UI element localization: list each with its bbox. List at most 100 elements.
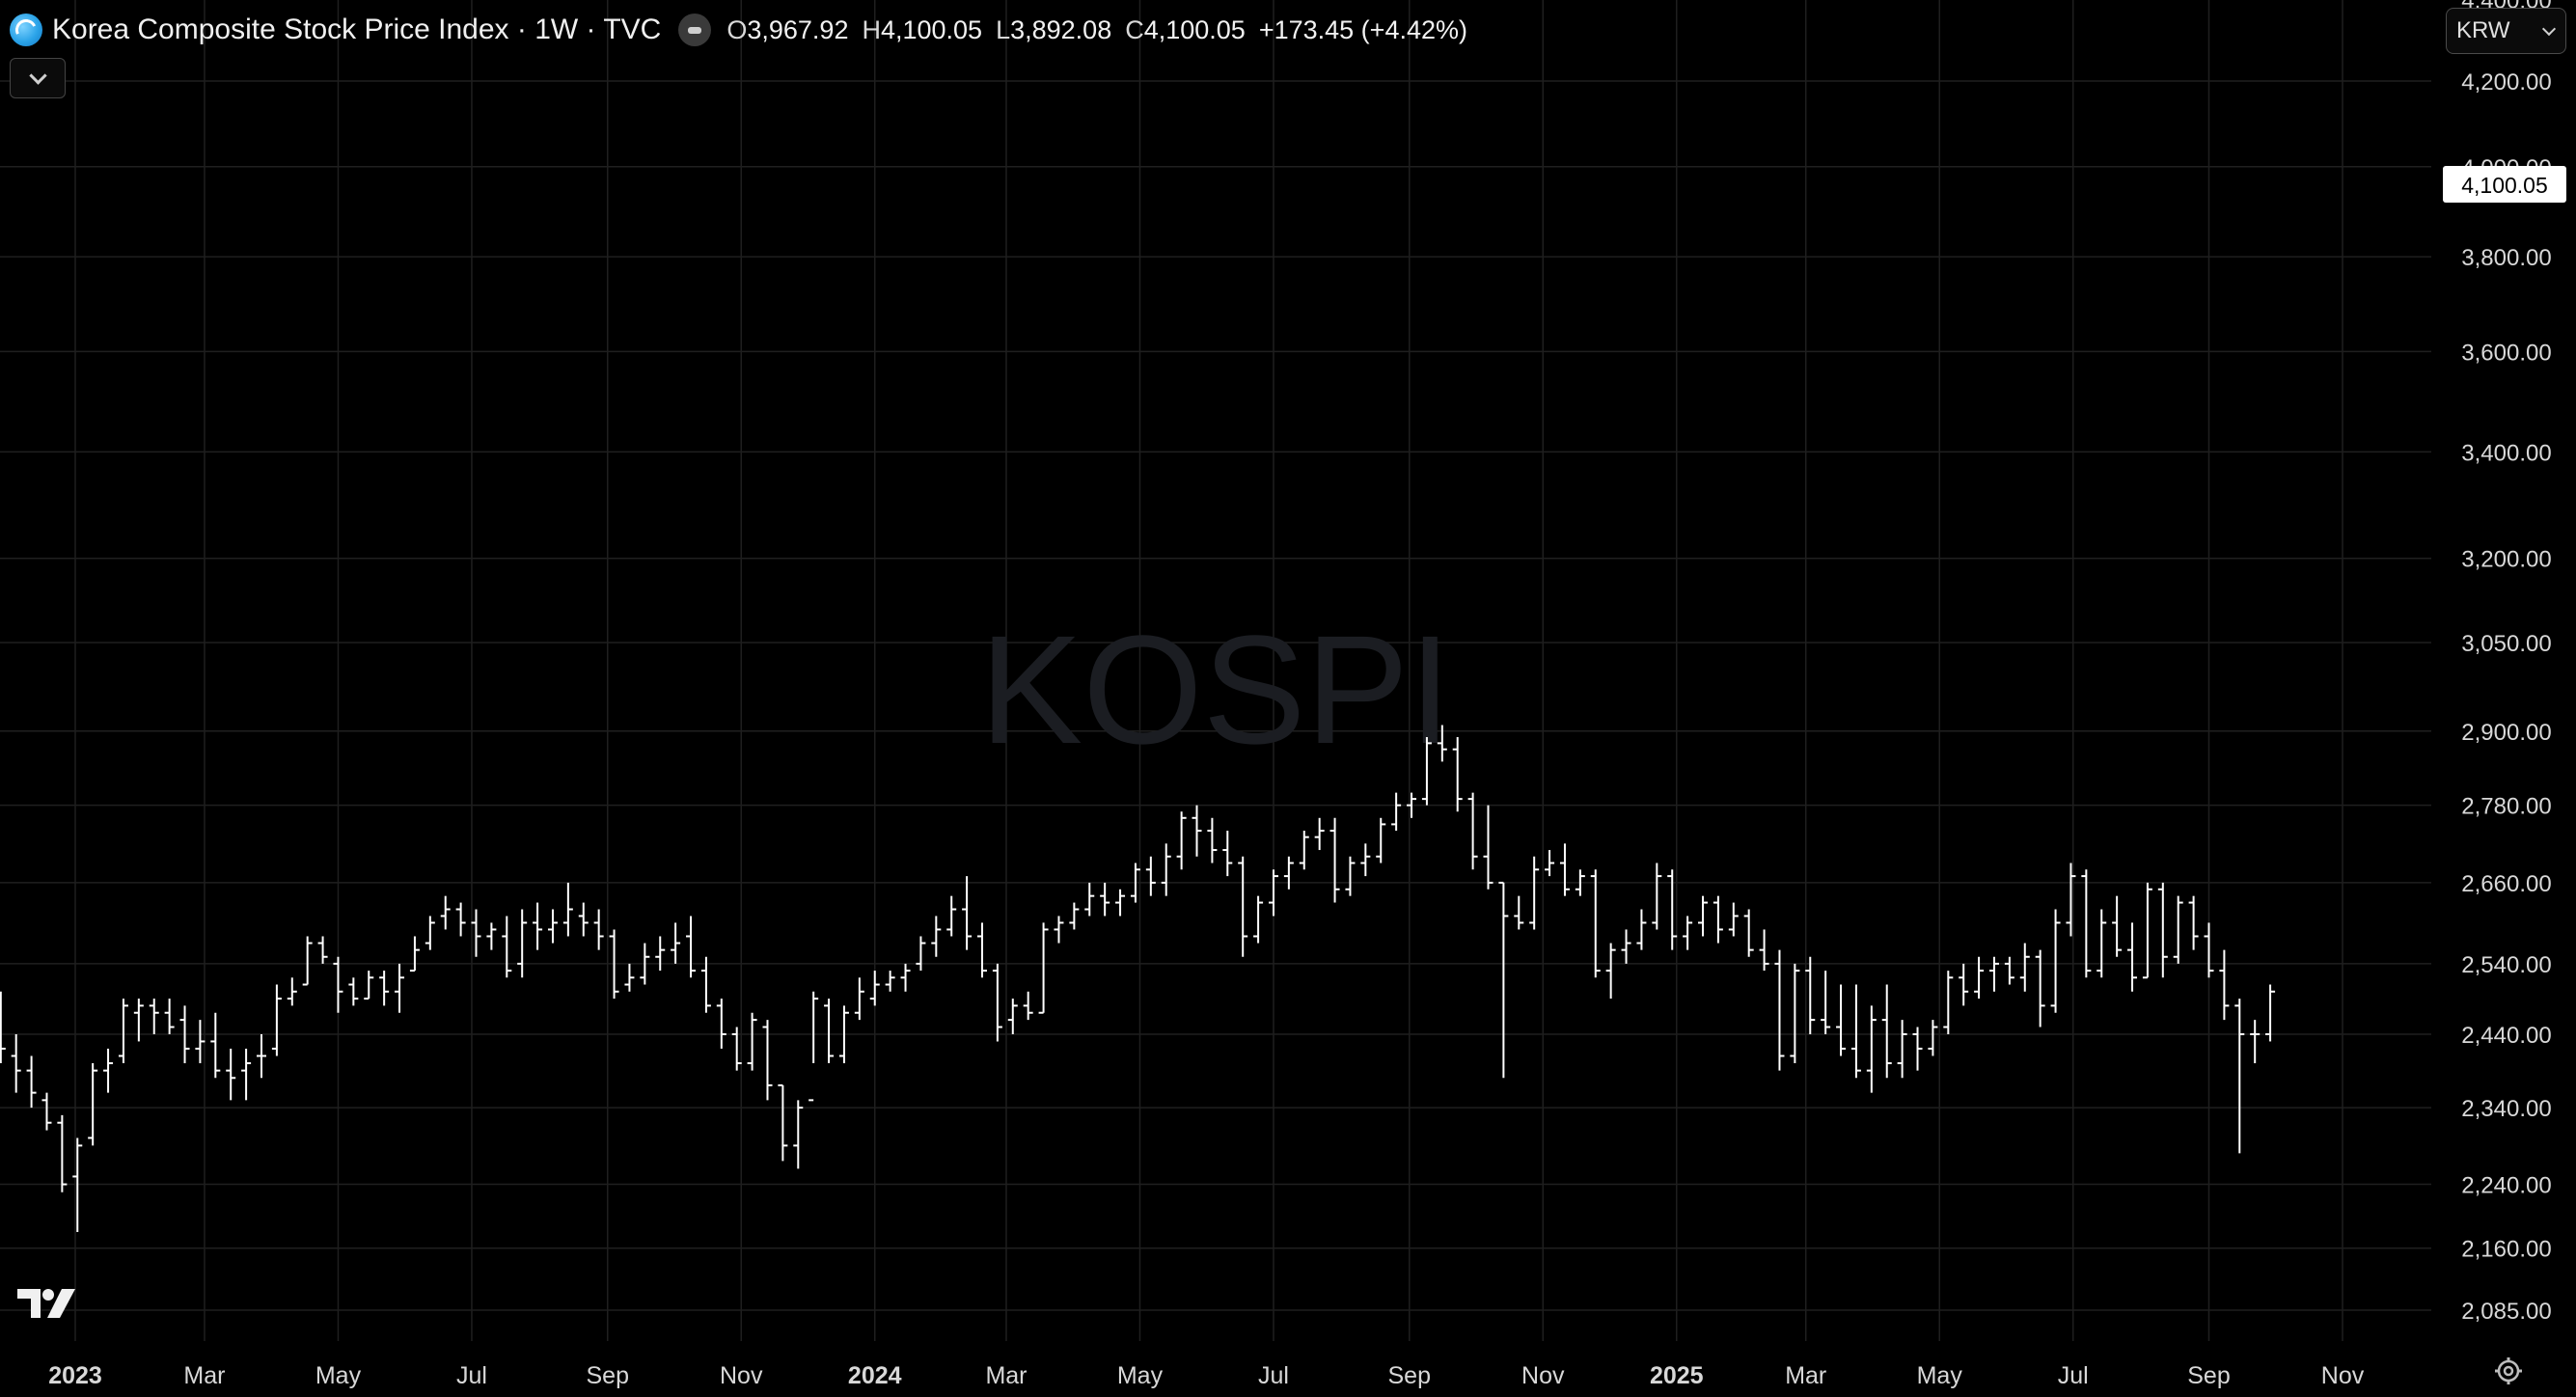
ohlc-bar: [1912, 1027, 1923, 1071]
ohlc-bar: [1222, 831, 1233, 877]
ohlc-bar: [1590, 869, 1601, 978]
ohlc-bar: [1881, 984, 1892, 1079]
ohlc-bar: [1376, 817, 1386, 863]
y-tick-label: 4,200.00: [2461, 69, 2551, 96]
ohlc-bar: [1391, 792, 1402, 832]
open-readout: O3,967.92: [726, 15, 848, 45]
chart-header: Korea Composite Stock Price Index · 1W ·…: [10, 12, 1467, 48]
ohlc-bar: [409, 936, 420, 972]
y-tick-label: 3,050.00: [2461, 631, 2551, 657]
ohlc-bar: [686, 916, 697, 978]
ohlc-bar: [271, 984, 282, 1056]
x-tick-label: Nov: [2321, 1362, 2365, 1389]
ohlc-bar: [2157, 882, 2168, 978]
x-tick-label: Mar: [183, 1362, 225, 1389]
ohlc-bar: [1345, 856, 1356, 896]
last-price-label: 4,100.05: [2461, 173, 2548, 198]
ohlc-bar: [1329, 817, 1340, 903]
ohlc-bar: [578, 902, 589, 937]
ohlc-bar: [88, 1063, 98, 1146]
ohlc-bar: [256, 1033, 266, 1079]
x-tick-label: Jul: [456, 1362, 487, 1389]
ohlc-bar: [992, 963, 1002, 1042]
ohlc-bar: [1100, 882, 1110, 917]
market-status-icon[interactable]: [678, 14, 712, 46]
ohlc-bar: [2127, 922, 2138, 992]
ohlc-bar: [0, 991, 6, 1064]
symbol-logo-icon[interactable]: [10, 14, 42, 46]
ohlc-bar: [640, 943, 650, 985]
ohlc-bar: [731, 1027, 742, 1071]
ohlc-bar: [1514, 895, 1524, 930]
ohlc-bar: [962, 876, 973, 950]
x-tick-label: Nov: [720, 1362, 763, 1389]
x-tick-label: Jul: [1258, 1362, 1289, 1389]
y-tick-label: 2,900.00: [2461, 720, 2551, 746]
ohlc-bar: [655, 936, 666, 972]
ohlc-bar: [302, 936, 313, 986]
ohlc-bar: [2234, 999, 2245, 1154]
ohlc-bar: [517, 909, 528, 978]
x-tick-label: Nov: [1521, 1362, 1565, 1389]
ohlc-bar: [41, 1092, 52, 1131]
ohlc-bar: [1850, 984, 1861, 1079]
high-value: 4,100.05: [880, 14, 983, 44]
ohlc-bar: [333, 956, 343, 1013]
ohlc-bar: [486, 922, 497, 950]
collapse-legend-button[interactable]: [10, 58, 66, 98]
ohlc-bar: [808, 991, 819, 1102]
ohlc-bar: [2142, 882, 2152, 979]
ohlc-bar: [1069, 902, 1080, 930]
ohlc-bar: [624, 963, 635, 992]
ohlc-bar: [1421, 737, 1432, 806]
ohlc-bar: [793, 1100, 804, 1169]
last-price-marker: 4,100.05: [2443, 166, 2566, 203]
ohlc-bar: [1238, 856, 1248, 957]
ohlc-bar: [1959, 963, 1969, 1006]
ohlc-bar: [440, 895, 451, 930]
ohlc-bar: [1559, 843, 1570, 896]
x-tick-label: May: [1917, 1362, 1963, 1389]
ohlc-bar: [26, 1055, 37, 1109]
low-value: 3,892.08: [1010, 14, 1112, 44]
ohlc-bar: [1130, 863, 1140, 903]
ohlc-bar: [2188, 895, 2199, 950]
ohlc-bar: [1943, 971, 1954, 1034]
tradingview-logo-icon[interactable]: [17, 1287, 77, 1320]
x-tick-label: Mar: [985, 1362, 1027, 1389]
ohlc-bar: [2035, 949, 2045, 1027]
ohlc-bar: [946, 895, 957, 937]
ohlc-bar: [1529, 856, 1540, 930]
currency-select[interactable]: KRW: [2446, 8, 2566, 54]
x-tick-label: 2024: [848, 1362, 902, 1389]
x-tick-label: May: [315, 1362, 362, 1389]
ohlc-bar: [1023, 991, 1033, 1021]
y-tick-label: 3,800.00: [2461, 245, 2551, 271]
time-axis[interactable]: 2023 Mar May Jul Sep Nov 2024 Mar May Jul Sep Nov 20…: [48, 1362, 2365, 1389]
chevron-down-icon: [2541, 21, 2557, 36]
ohlc-bar: [2081, 869, 2092, 978]
settings-gear-icon[interactable]: [2494, 1356, 2523, 1385]
ohlc-bar: [2204, 922, 2214, 978]
ohlc-bar: [838, 1005, 849, 1064]
x-tick-label: Jul: [2058, 1362, 2089, 1389]
ohlc-bar: [471, 909, 481, 957]
ohlc-bar: [1283, 856, 1294, 890]
price-axis[interactable]: 4,400.004,200.004,000.003,800.003,600.00…: [2461, 0, 2551, 1325]
ohlc-bar: [364, 971, 374, 1000]
last-price-badge: [2443, 166, 2566, 203]
ohlc-bar: [700, 956, 711, 1013]
symbol-title[interactable]: Korea Composite Stock Price Index · 1W ·…: [52, 14, 662, 45]
ohlc-bar: [1268, 869, 1278, 917]
ohlc-bar: [1498, 881, 1509, 1079]
ohlc-bar: [1452, 737, 1463, 812]
currency-label: KRW: [2456, 17, 2510, 43]
low-readout: L3,892.08: [996, 15, 1111, 45]
y-tick-label: 3,200.00: [2461, 547, 2551, 573]
ohlc-bar: [1866, 1005, 1877, 1093]
ohlc-bar: [2066, 863, 2076, 937]
ohlc-bar: [1974, 956, 1985, 1000]
ohlc-bar: [2096, 909, 2107, 978]
open-value: 3,967.92: [747, 14, 849, 44]
